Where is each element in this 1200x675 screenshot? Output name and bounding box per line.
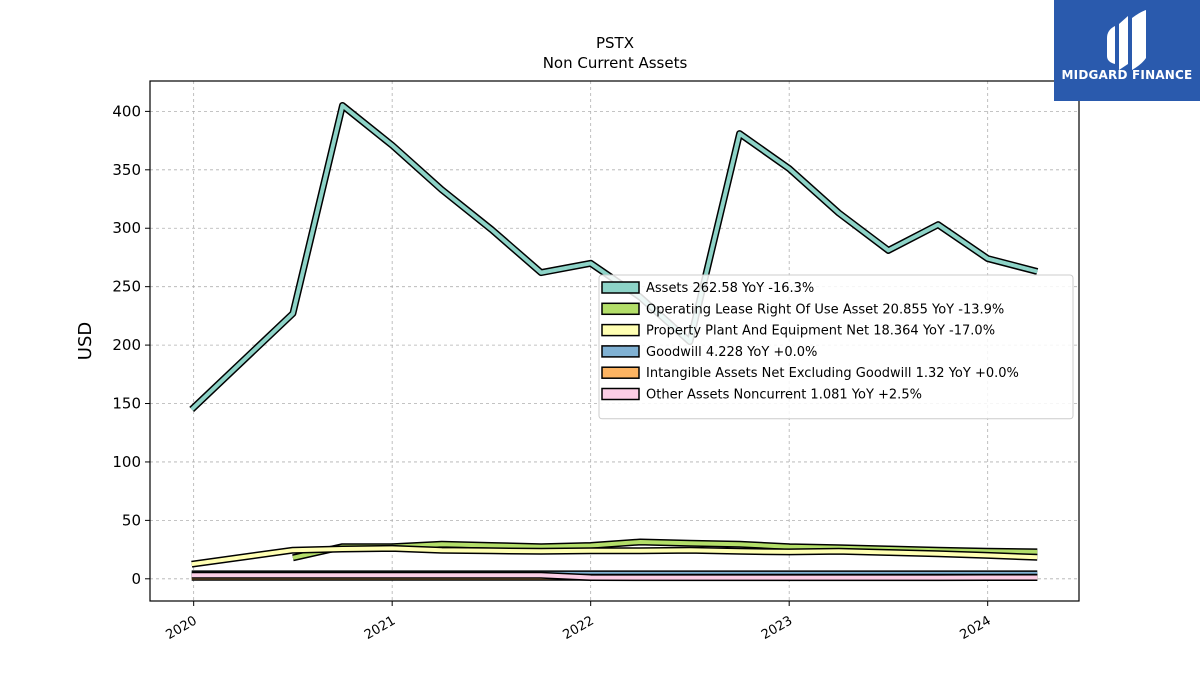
x-tick-label: 2021 bbox=[362, 613, 398, 643]
legend-label: Goodwill 4.228 YoY +0.0% bbox=[646, 345, 817, 360]
legend-item: Property Plant And Equipment Net 18.364 … bbox=[601, 323, 995, 339]
brand-mark-icon bbox=[1107, 10, 1146, 70]
series-other-assets-noncurrent bbox=[191, 571, 1038, 582]
legend-swatch bbox=[601, 281, 640, 294]
brand-name: MIDGARD FINANCE bbox=[1061, 68, 1193, 82]
legend-swatch bbox=[601, 366, 640, 379]
chart-title: PSTX bbox=[596, 34, 634, 52]
legend-item: Goodwill 4.228 YoY +0.0% bbox=[601, 345, 817, 360]
legend-item: Assets 262.58 YoY -16.3% bbox=[601, 281, 814, 296]
legend-label: Property Plant And Equipment Net 18.364 … bbox=[646, 324, 995, 339]
legend-swatch bbox=[601, 345, 640, 358]
legend-label: Operating Lease Right Of Use Asset 20.85… bbox=[646, 302, 1004, 317]
legend-box bbox=[598, 274, 1074, 420]
x-tick-label: 2023 bbox=[759, 613, 795, 643]
series-line bbox=[191, 573, 1038, 580]
legend: Assets 262.58 YoY -16.3% Operating Lease … bbox=[598, 274, 1074, 420]
legend-item: Other Assets Noncurrent 1.081 YoY +2.5% bbox=[601, 387, 922, 403]
y-tick-label: 250 bbox=[112, 278, 141, 296]
legend-label: Other Assets Noncurrent 1.081 YoY +2.5% bbox=[646, 388, 922, 403]
x-axis: 2020 2021 2022 2023 2024 bbox=[164, 601, 994, 643]
legend-swatch bbox=[601, 302, 640, 316]
x-tick-label: 2022 bbox=[561, 613, 597, 643]
y-tick-label: 100 bbox=[112, 453, 141, 471]
plot-frame bbox=[149, 80, 1080, 602]
series-property-plant-and-equipment-net bbox=[191, 544, 1038, 568]
legend-label: Assets 262.58 YoY -16.3% bbox=[646, 281, 814, 296]
y-tick-label: 150 bbox=[112, 395, 141, 413]
chart-subtitle: Non Current Assets bbox=[543, 54, 688, 72]
brand-logo: MIDGARD FINANCE bbox=[1054, 0, 1200, 101]
legend-swatch bbox=[601, 323, 640, 337]
y-axis-label: USD bbox=[75, 322, 96, 360]
x-tick-label: 2020 bbox=[164, 613, 200, 643]
x-tick-label: 2024 bbox=[958, 613, 994, 643]
y-tick-label: 300 bbox=[112, 219, 141, 237]
y-tick-label: 50 bbox=[122, 511, 141, 529]
series-line bbox=[191, 546, 1038, 567]
legend-swatch bbox=[601, 387, 640, 401]
y-axis: 0 50 100 150 200 250 300 350 400 bbox=[112, 102, 150, 588]
y-tick-label: 400 bbox=[112, 102, 141, 120]
y-tick-label: 0 bbox=[131, 570, 141, 588]
legend-item: Operating Lease Right Of Use Asset 20.85… bbox=[601, 302, 1004, 317]
legend-item: Intangible Assets Net Excluding Goodwill… bbox=[601, 366, 1019, 381]
y-tick-label: 350 bbox=[112, 161, 141, 179]
y-tick-label: 200 bbox=[112, 336, 141, 354]
legend-label: Intangible Assets Net Excluding Goodwill… bbox=[646, 366, 1019, 381]
